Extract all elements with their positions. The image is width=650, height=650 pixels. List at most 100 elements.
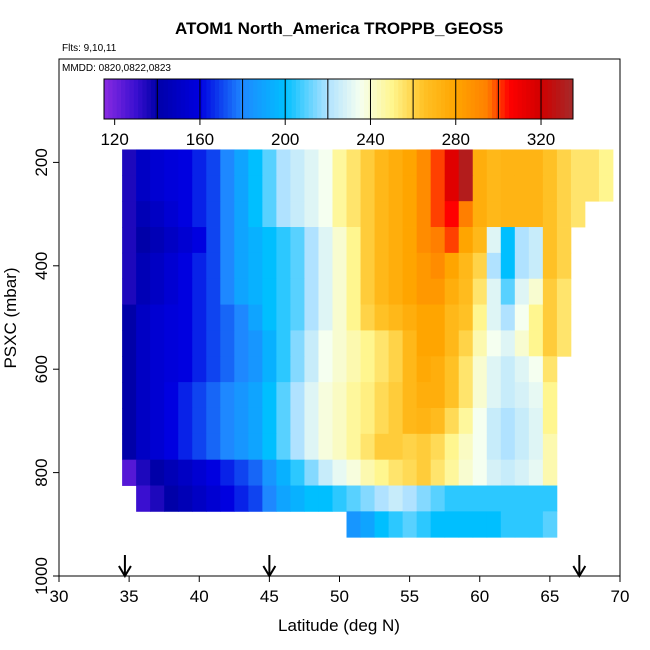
heatmap-cell: [234, 407, 249, 435]
heatmap-cell: [150, 330, 165, 357]
colorbar-segment: [295, 79, 301, 119]
heatmap-cell: [416, 278, 432, 305]
flights-annotation: Flts: 9,10,11: [62, 43, 117, 54]
heatmap-cell: [192, 330, 207, 357]
heatmap-cell: [220, 252, 235, 280]
heatmap-cell: [304, 433, 319, 461]
heatmap-cell: [416, 433, 432, 461]
heatmap-cell: [220, 175, 235, 202]
heatmap-cell: [346, 459, 361, 486]
heatmap-cell: [374, 485, 389, 512]
colorbar-segment: [278, 79, 284, 119]
flight-arrow-head: [572, 565, 587, 578]
heatmap-cell: [542, 485, 558, 512]
colorbar-segment: [449, 79, 455, 119]
colorbar-segment: [423, 79, 429, 119]
heatmap-cell: [192, 278, 207, 305]
heatmap-cell: [528, 330, 544, 357]
heatmap-cell: [472, 511, 488, 538]
colorbar-segment: [393, 79, 399, 119]
heatmap-cell: [346, 175, 361, 202]
heatmap-cell: [528, 407, 544, 435]
heatmap-cell: [346, 433, 361, 461]
heatmap-cell: [430, 382, 446, 409]
heatmap-cell: [276, 330, 291, 357]
x-tick-label: 40: [190, 587, 209, 606]
heatmap-cell: [304, 485, 319, 512]
heatmap-cell: [136, 201, 151, 228]
heatmap-cell: [500, 175, 516, 202]
heatmap-cell: [500, 433, 516, 461]
heatmap-cell: [206, 278, 221, 305]
heatmap-cell: [388, 382, 404, 409]
heatmap-cell: [276, 407, 291, 435]
heatmap-cell: [388, 201, 404, 228]
heatmap-cell: [304, 201, 319, 228]
heatmap-cell: [374, 252, 389, 280]
heatmap-cell: [360, 459, 375, 486]
heatmap-cell: [164, 227, 179, 254]
heatmap-cell: [304, 459, 319, 486]
heatmap-cell: [360, 433, 375, 461]
heatmap-cell: [164, 252, 179, 280]
heatmap-cell: [528, 459, 544, 486]
heatmap-cell: [220, 382, 235, 409]
heatmap-cell: [332, 149, 347, 176]
heatmap-cell: [150, 227, 165, 254]
heatmap-cell: [514, 382, 530, 409]
heatmap-cell: [444, 201, 460, 228]
heatmap-cell: [486, 227, 502, 254]
colorbar-segment: [406, 79, 412, 119]
heatmap-cell: [122, 382, 137, 409]
heatmap-cell: [122, 201, 137, 228]
heatmap-cell: [472, 433, 488, 461]
colorbar-segment: [513, 79, 519, 119]
heatmap-cell: [542, 330, 558, 357]
heatmap-cell: [500, 459, 516, 486]
colorbar-segment: [312, 79, 318, 119]
heatmap-cell: [570, 175, 586, 202]
colorbar-segment: [150, 79, 156, 119]
heatmap-cell: [248, 382, 263, 409]
heatmap-cell: [500, 511, 516, 538]
heatmap-cell: [234, 278, 249, 305]
heatmap-cell: [290, 278, 305, 305]
heatmap-cell: [472, 330, 488, 357]
heatmap-cell: [360, 356, 375, 383]
heatmap-cell: [220, 485, 235, 512]
heatmap-cell: [304, 252, 319, 280]
heatmap-cell: [500, 356, 516, 383]
heatmap-cell: [192, 433, 207, 461]
heatmap-cell: [304, 227, 319, 254]
heatmap-cell: [122, 330, 137, 357]
heatmap-cell: [556, 252, 572, 280]
heatmap-cell: [514, 330, 530, 357]
heatmap-cell: [206, 175, 221, 202]
heatmap-cell: [402, 278, 418, 305]
heatmap-cell: [318, 356, 333, 383]
heatmap-cell: [318, 407, 333, 435]
heatmap-cell: [304, 382, 319, 409]
colorbar-segment: [231, 79, 237, 119]
heatmap-cell: [416, 330, 432, 357]
heatmap-cell: [346, 149, 361, 176]
colorbar-segment: [223, 79, 229, 119]
heatmap-cell: [150, 356, 165, 383]
heatmap-cell: [472, 175, 488, 202]
heatmap-cell: [318, 227, 333, 254]
heatmap-cell: [164, 356, 179, 383]
heatmap-cell: [402, 485, 418, 512]
heatmap-cell: [304, 304, 319, 331]
colorbar-segment: [244, 79, 250, 119]
heatmap-cell: [472, 304, 488, 331]
heatmap-cell: [136, 459, 151, 486]
heatmap-cell: [220, 149, 235, 176]
heatmap-cell: [220, 304, 235, 331]
colorbar-segment: [116, 79, 122, 119]
colorbar-segment: [317, 79, 322, 119]
colorbar-segment: [547, 79, 553, 119]
heatmap-cell: [290, 149, 305, 176]
heatmap-cell: [556, 201, 572, 228]
heatmap-cell: [332, 201, 347, 228]
heatmap-cell: [514, 149, 530, 176]
